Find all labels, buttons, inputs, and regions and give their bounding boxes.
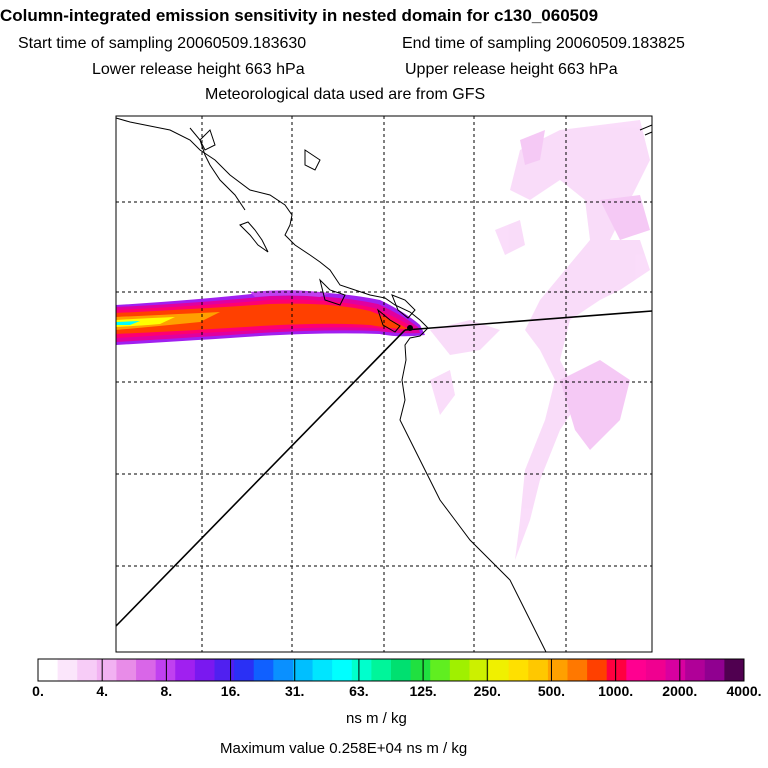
color-scale-swatch <box>371 659 392 681</box>
end-time-label: End time of sampling 20060509.183825 <box>402 35 685 52</box>
maximum-value-label: Maximum value 0.258E+04 ns m / kg <box>220 740 468 757</box>
color-scale-swatch <box>489 659 510 681</box>
lower-release-height-label: Lower release height 663 hPa <box>92 61 305 78</box>
meteorological-data-label: Meteorological data used are from GFS <box>205 86 486 103</box>
upper-release-height-label: Upper release height 663 hPa <box>405 61 618 78</box>
color-scale-swatch <box>449 659 470 681</box>
color-scale-tick-label: 31. <box>284 683 305 699</box>
color-scale-swatch <box>351 659 372 681</box>
color-scale-swatch <box>547 659 568 681</box>
color-scale-swatch <box>665 659 686 681</box>
color-scale-border <box>37 658 745 682</box>
sensitivity-plume <box>116 290 425 345</box>
color-scale-swatch <box>214 659 235 681</box>
color-scale-swatch <box>606 659 627 681</box>
color-scale-swatch <box>430 659 451 681</box>
color-scale-tick-label: 4000. <box>726 683 762 699</box>
color-scale-swatch <box>587 659 608 681</box>
color-scale-tick-label: 8. <box>160 683 173 699</box>
color-scale-tick-label: 4. <box>96 683 109 699</box>
color-scale-swatch <box>292 659 314 681</box>
color-scale-swatch <box>273 659 294 681</box>
color-scale-swatch <box>38 659 59 681</box>
color-scale-swatch <box>685 659 706 681</box>
color-scale-tick-label: 500. <box>537 683 566 699</box>
color-scale-swatch <box>332 659 353 681</box>
color-scale-swatch <box>155 659 176 681</box>
color-scale-swatch <box>116 659 137 681</box>
plot-title: Column-integrated emission sensitivity i… <box>0 6 599 25</box>
color-scale-swatch <box>391 659 412 681</box>
release-location-marker <box>407 325 413 331</box>
map-frame <box>115 115 653 653</box>
color-scale-swatch <box>508 659 529 681</box>
color-scale-swatch <box>312 659 333 681</box>
lat-lon-grid <box>116 116 652 652</box>
coastline <box>115 117 653 653</box>
color-scale-tick-label: 250. <box>473 683 501 699</box>
color-scale-swatch <box>645 659 667 681</box>
color-scale-swatch <box>469 659 490 681</box>
color-scale-swatch <box>567 659 588 681</box>
release-trajectory-lines <box>115 310 653 627</box>
color-scale-tick-label: 2000. <box>662 683 698 699</box>
color-scale-swatch <box>96 659 117 681</box>
color-scale-swatch <box>194 659 215 681</box>
color-scale-swatch <box>528 659 549 681</box>
start-time-label: Start time of sampling 20060509.183630 <box>18 35 307 52</box>
color-scale-swatch <box>704 659 725 681</box>
color-scale-tick-label: 0. <box>32 683 44 699</box>
color-scale-units: ns m / kg <box>346 710 407 727</box>
color-scale-swatch <box>234 659 255 681</box>
low-sensitivity-area <box>430 120 650 560</box>
color-scale-swatch <box>626 659 647 681</box>
color-scale-swatch <box>410 659 431 681</box>
color-scale-swatch <box>57 659 78 681</box>
color-scale-tick-label: 63. <box>349 683 369 699</box>
color-scale-swatch <box>253 659 274 681</box>
color-scale-tick-label: 1000. <box>598 683 634 699</box>
color-scale-swatch <box>724 659 745 681</box>
color-scale-tick-label: 16. <box>220 683 241 699</box>
color-scale-tick-label: 125. <box>409 683 437 699</box>
color-scale-swatch <box>77 659 98 681</box>
color-scale-swatch <box>136 659 157 681</box>
color-scale-swatch <box>175 659 196 681</box>
color-scale-bar <box>37 658 745 682</box>
